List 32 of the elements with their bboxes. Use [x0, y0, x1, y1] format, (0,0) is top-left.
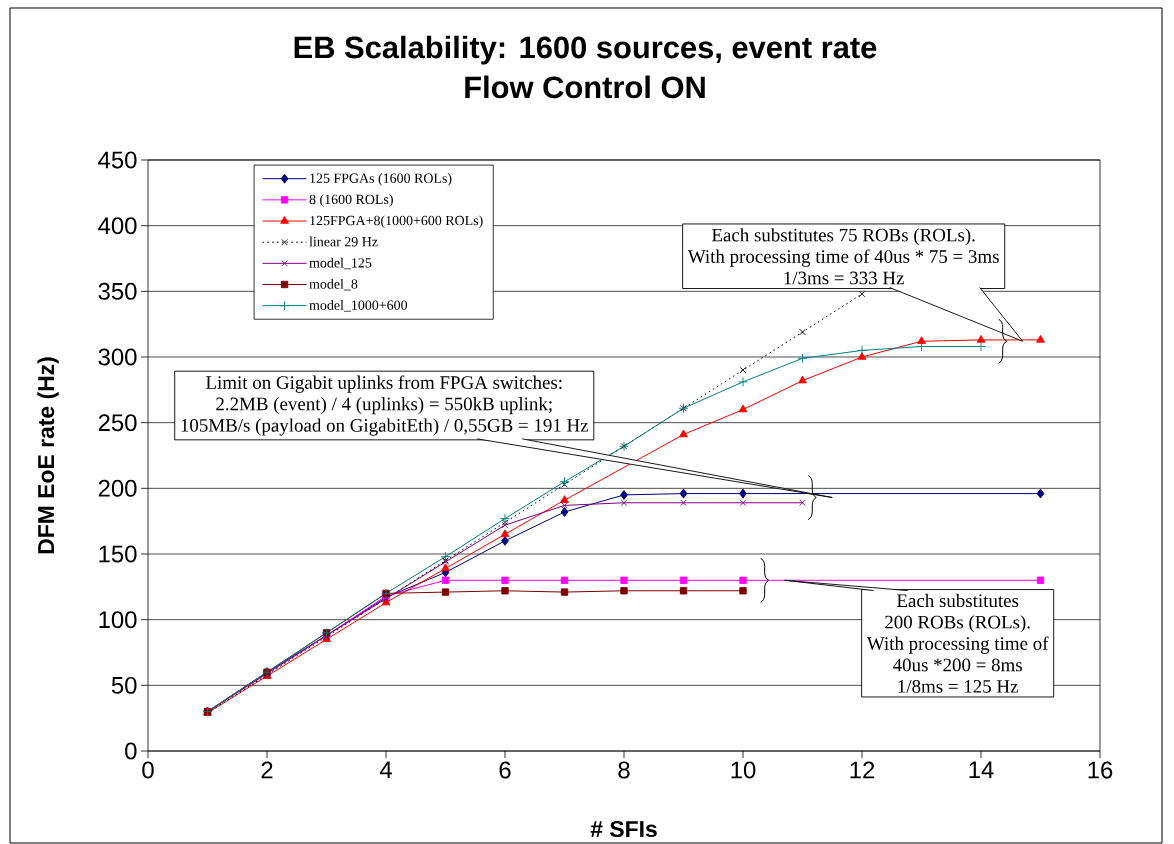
x-tick-label: 16	[1088, 761, 1113, 779]
x-tick-label: 4	[379, 761, 392, 778]
annotation: Limit on Gigabit uplinks from FPGA switches: 2.2MB (event) / 4 (uplinks) = 550kB uplink; 105MB/s (payload on GigabitEth) / 0,55GB = 191 Hz	[181, 375, 589, 436]
x-tick-label: 12	[850, 761, 875, 779]
legend-label: 125 FPGAs (1600 ROLs)	[310, 173, 452, 186]
y-tick-label: 50	[111, 676, 137, 694]
annotation: Each substitutes 75 ROBs (ROLs). With processing time of 40us * 75 = 3ms 1/3ms = 333 Hz	[687, 228, 999, 285]
x-axis-title: # SFIs	[590, 820, 657, 838]
x-tick-label: 6	[499, 761, 511, 779]
y-axis-title: DFM EoE rate (Hz)	[37, 357, 59, 554]
x-tick-label: 14	[969, 761, 994, 778]
legend-label: 125FPGA+8(1000+600 ROLs)	[310, 215, 483, 229]
y-tick-label: 400	[98, 217, 137, 235]
legend-label: model_1000+600	[309, 300, 408, 312]
legend-label: 8 (1600 ROLs)	[309, 194, 393, 207]
annotation: Each substitutes 200 ROBs (ROLs). With processing time of 40us *200 = 8ms 1/8ms = 125 Hz	[866, 593, 1049, 693]
x-tick-label: 10	[731, 761, 756, 779]
x-tick-label: 8	[618, 761, 630, 779]
y-tick-label: 200	[98, 479, 137, 497]
y-tick-label: 250	[98, 414, 137, 432]
y-tick-label: 300	[98, 348, 137, 366]
legend-label: model_125	[309, 257, 372, 270]
y-tick-label: 350	[98, 282, 137, 300]
legend-label: model_8	[309, 278, 358, 291]
y-tick-label: 450	[98, 151, 137, 169]
x-tick-label: 0	[142, 761, 154, 779]
y-tick-label: 0	[125, 742, 137, 760]
y-tick-label: 100	[99, 611, 137, 629]
legend-label: linear 29 Hz	[309, 236, 378, 247]
x-tick-label: 2	[261, 761, 273, 779]
chart-title: EB Scalability: 1600 sources, event rate Flow Control ON	[294, 35, 877, 99]
y-tick-label: 150	[99, 545, 137, 563]
